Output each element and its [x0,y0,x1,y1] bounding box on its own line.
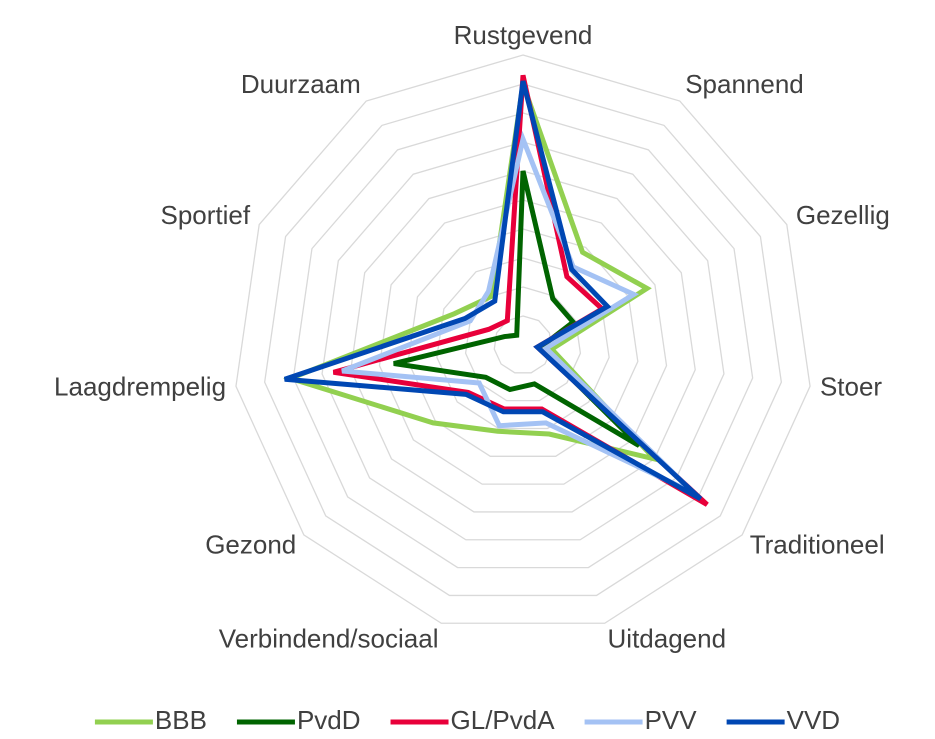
grid-ring [378,199,668,485]
axis-label: Rustgevend [454,20,593,50]
legend-label: PVV [645,705,698,735]
axis-label: Duurzaam [241,69,361,99]
axis-label: Stoer [820,372,882,402]
legend-label: BBB [155,705,207,735]
axis-label: Uitdagend [608,623,727,653]
axis-label: Gezond [205,530,296,560]
series-line [283,80,703,502]
series-line [282,83,662,464]
axis-label: Gezellig [796,200,890,230]
grid-ring [292,112,754,569]
axis-label: Sportief [161,200,251,230]
grid-ring [321,141,725,541]
axis-label: Laagdrempelig [54,372,226,402]
axis-label: Traditioneel [750,530,885,560]
legend-label: VVD [787,705,840,735]
grid-ring [263,83,783,597]
series-line [332,74,709,507]
axis-label: Verbindend/sociaal [219,623,439,653]
legend-label: GL/PvdA [451,705,556,735]
grid-ring [350,170,696,513]
series-line [393,170,641,448]
grid-ring [493,315,553,374]
legend-label: PvdD [297,705,361,735]
grid-ring [235,54,811,624]
axis-label: Spannend [685,69,804,99]
